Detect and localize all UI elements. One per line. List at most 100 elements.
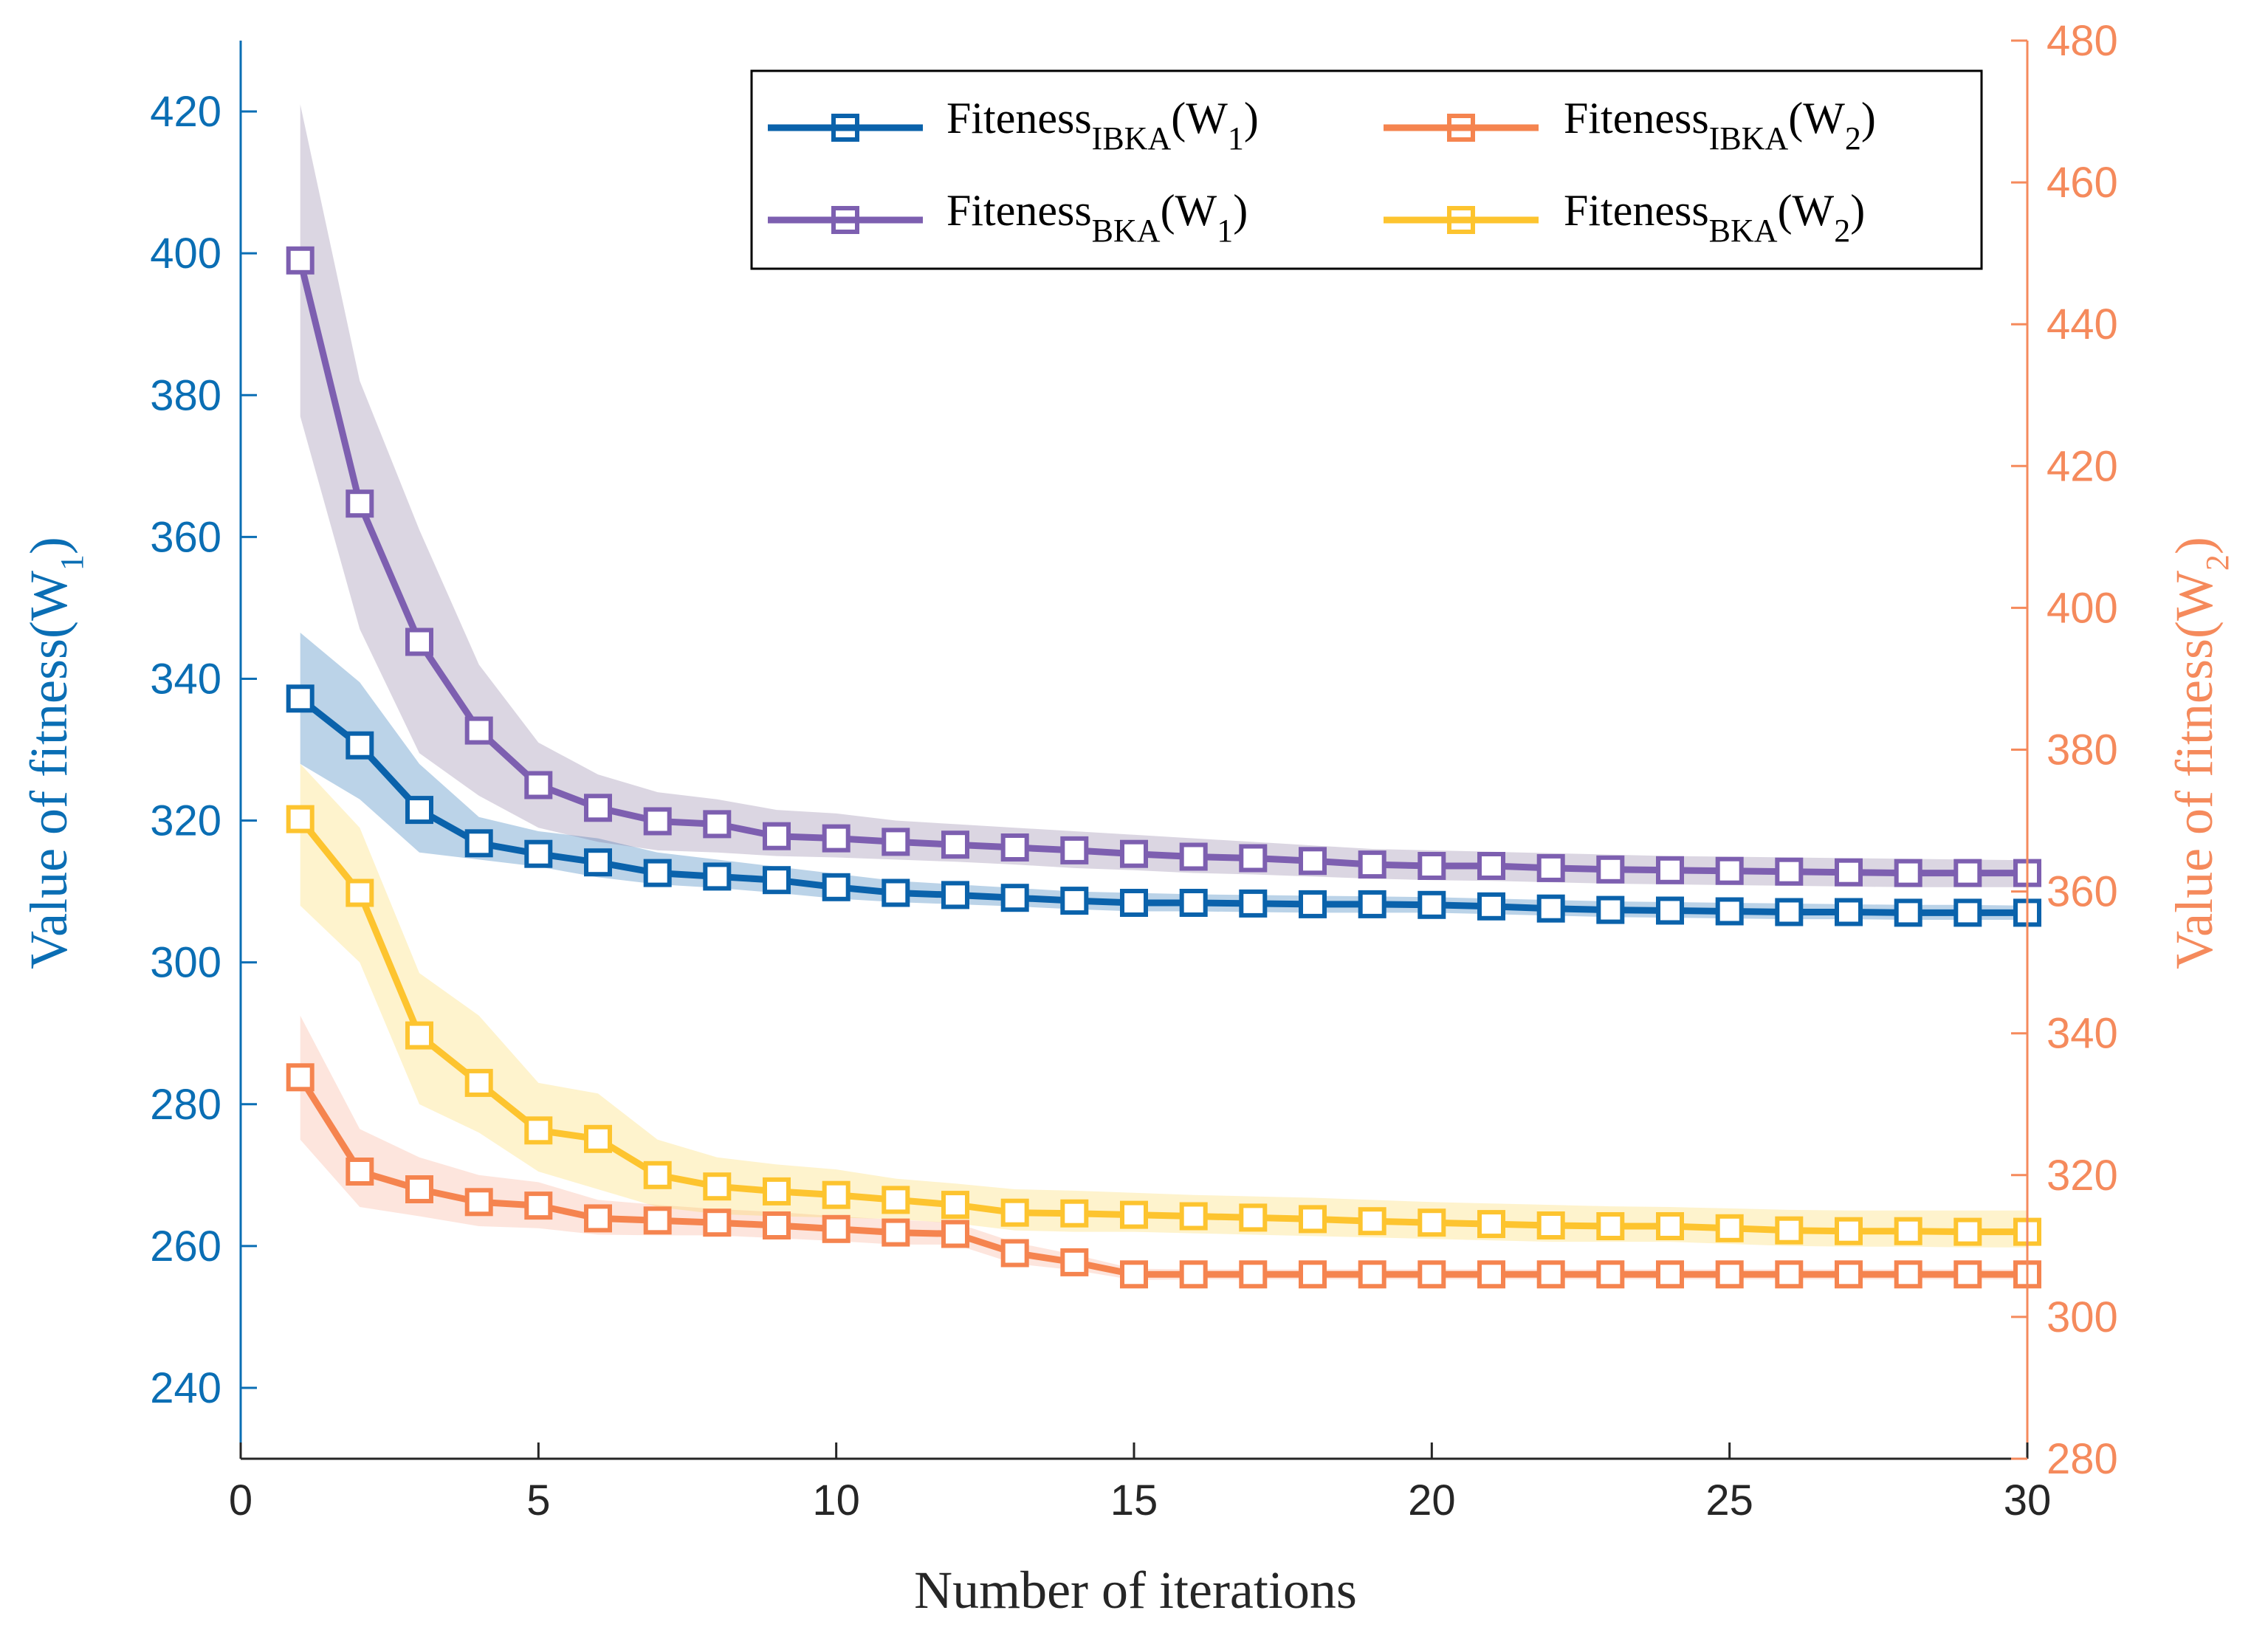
marker-ibka_w1	[1894, 898, 1922, 927]
marker-bka_w1	[1894, 859, 1922, 887]
marker-bka_w1	[882, 828, 910, 856]
marker-bka_w2	[643, 1160, 672, 1189]
marker-ibka_w1	[822, 873, 850, 901]
marker-bka_w2	[1536, 1211, 1565, 1239]
marker-bka_w2	[1656, 1212, 1684, 1240]
marker-ibka_w1	[1000, 884, 1029, 912]
marker-ibka_w2	[763, 1211, 791, 1239]
marker-bka_w2	[286, 805, 315, 833]
marker-bka_w1	[1835, 858, 1863, 887]
marker-ibka_w1	[346, 731, 374, 760]
marker-ibka_w2	[822, 1214, 850, 1243]
marker-bka_w1	[346, 489, 374, 518]
marker-bka_w2	[1418, 1208, 1446, 1237]
legend-entry-bka-w1: FitenessBKA(W1)	[768, 186, 1248, 249]
right-tick-label: 280	[2047, 1435, 2118, 1483]
marker-ibka_w1	[1775, 898, 1804, 926]
marker-ibka_w1	[703, 862, 732, 891]
marker-bka_w1	[1715, 856, 1744, 885]
marker-bka_w1	[1953, 859, 1982, 887]
marker-ibka_w1	[1656, 896, 1684, 925]
marker-ibka_w1	[1835, 898, 1863, 926]
legend-entry-ibka-w2: FitenessIBKA(W2)	[1384, 94, 1876, 157]
marker-bka_w2	[405, 1021, 433, 1050]
legend-label: FitenessBKA(W2)	[1564, 186, 1865, 249]
left-tick-label: 300	[150, 939, 221, 987]
marker-ibka_w2	[1299, 1260, 1327, 1289]
left-tick-label: 380	[150, 371, 221, 419]
marker-bka_w2	[1835, 1217, 1863, 1245]
marker-bka_w1	[703, 810, 732, 839]
marker-bka_w2	[524, 1116, 553, 1145]
marker-bka_w1	[1656, 856, 1684, 884]
marker-bka_w1	[405, 627, 433, 656]
marker-ibka_w1	[1358, 890, 1386, 918]
right-tick-label: 460	[2047, 159, 2118, 207]
marker-ibka_w2	[1418, 1260, 1446, 1289]
marker-ibka_w2	[643, 1206, 672, 1235]
marker-ibka_w1	[1060, 887, 1089, 915]
marker-ibka_w1	[286, 684, 315, 713]
marker-bka_w1	[941, 831, 969, 859]
marker-bka_w1	[1299, 847, 1327, 876]
marker-bka_w2	[763, 1177, 791, 1206]
marker-ibka_w1	[1953, 898, 1982, 927]
legend: FitenessIBKA(W1) FitenessBKA(W1) Fitenes…	[750, 69, 1983, 270]
marker-ibka_w2	[1835, 1260, 1863, 1289]
legend-swatch-marker	[1447, 114, 1475, 142]
marker-ibka_w2	[882, 1218, 910, 1247]
marker-ibka_w1	[1418, 890, 1446, 919]
marker-ibka_w2	[1715, 1260, 1744, 1289]
marker-bka_w2	[822, 1180, 850, 1209]
marker-ibka_w2	[1894, 1260, 1922, 1289]
marker-ibka_w2	[1953, 1260, 1982, 1289]
marker-bka_w1	[1179, 842, 1208, 871]
right-tick-label: 320	[2047, 1152, 2118, 1200]
marker-ibka_w1	[524, 839, 553, 868]
marker-ibka_w2	[286, 1063, 315, 1092]
marker-ibka_w2	[584, 1204, 612, 1233]
marker-bka_w1	[464, 716, 493, 745]
legend-swatch-marker	[831, 206, 859, 234]
marker-bka_w1	[822, 824, 850, 853]
right-tick-label: 380	[2047, 726, 2118, 774]
right-tick-label: 360	[2047, 868, 2118, 916]
marker-ibka_w1	[1536, 894, 1565, 923]
left-axis-label: Value of fitness(W1)	[19, 537, 90, 969]
marker-ibka_w1	[941, 881, 969, 909]
marker-ibka_w1	[464, 829, 493, 858]
marker-bka_w1	[1060, 836, 1089, 864]
marker-bka_w1	[1120, 839, 1148, 868]
x-tick-label: 0	[229, 1476, 252, 1524]
marker-ibka_w2	[524, 1191, 553, 1220]
marker-ibka_w1	[1596, 895, 1625, 924]
right-tick-label: 340	[2047, 1010, 2118, 1058]
marker-ibka_w1	[1715, 897, 1744, 926]
left-tick-label: 340	[150, 655, 221, 703]
marker-bka_w2	[1596, 1212, 1625, 1240]
marker-ibka_w1	[1120, 889, 1148, 917]
marker-bka_w2	[1775, 1216, 1804, 1245]
right-tick-label: 400	[2047, 584, 2118, 632]
x-axis-label: Number of iterations	[914, 1561, 1357, 1620]
legend-label: FitenessIBKA(W1)	[946, 94, 1259, 157]
marker-bka_w2	[1358, 1207, 1386, 1236]
left-tick-label: 400	[150, 230, 221, 278]
marker-ibka_w2	[703, 1208, 732, 1237]
marker-bka_w2	[1477, 1210, 1505, 1239]
marker-bka_w2	[1953, 1217, 1982, 1246]
marker-ibka_w2	[1358, 1260, 1386, 1289]
marker-bka_w2	[703, 1172, 732, 1201]
marker-ibka_w2	[1656, 1260, 1684, 1289]
marker-bka_w1	[1536, 853, 1565, 882]
marker-bka_w2	[584, 1124, 612, 1153]
marker-bka_w2	[1239, 1203, 1268, 1232]
marker-ibka_w1	[643, 859, 672, 887]
marker-ibka_w1	[1299, 890, 1327, 918]
series-lines	[286, 246, 2041, 1289]
marker-ibka_w2	[1596, 1260, 1625, 1289]
band-ibka_w2	[300, 1015, 2028, 1280]
marker-bka_w1	[1418, 852, 1446, 880]
marker-bka_w2	[1120, 1200, 1148, 1229]
marker-bka_w2	[464, 1068, 493, 1097]
